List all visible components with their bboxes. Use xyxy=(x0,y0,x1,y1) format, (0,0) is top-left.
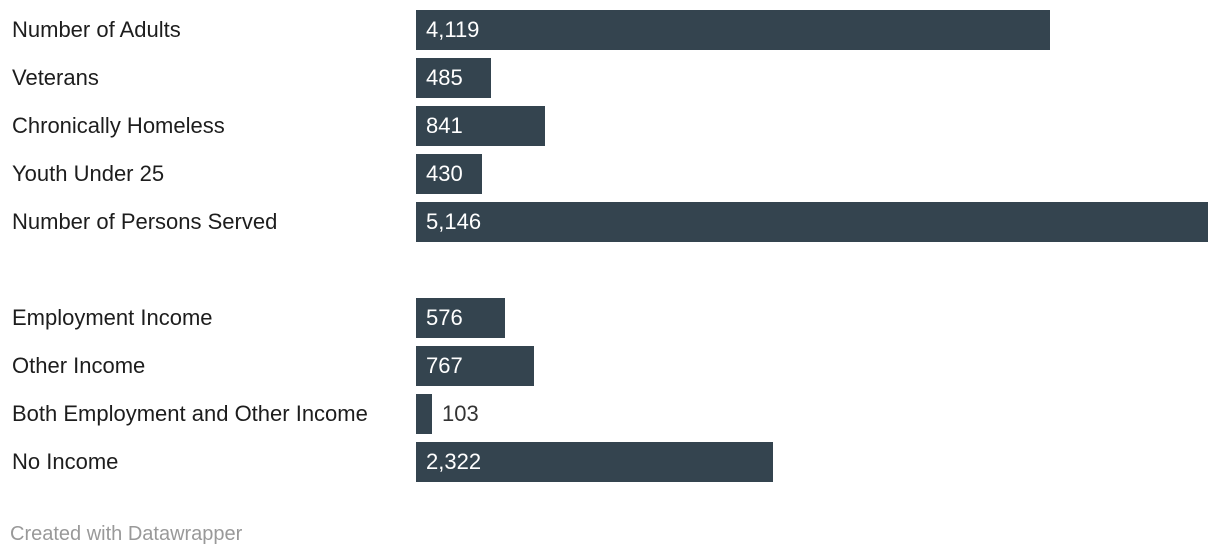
category-label: Number of Persons Served xyxy=(12,209,278,234)
bar xyxy=(416,298,505,338)
bar xyxy=(416,58,491,98)
value-label: 841 xyxy=(426,113,463,138)
bar-row: Youth Under 25 430 xyxy=(0,154,1220,194)
bar-row: Number of Persons Served 5,146 xyxy=(0,202,1220,242)
bar-row: Other Income 767 xyxy=(0,346,1220,386)
value-label: 5,146 xyxy=(426,209,482,234)
category-label: Both Employment and Other Income xyxy=(12,401,368,426)
bar-row: Number of Adults 4,119 xyxy=(0,10,1220,50)
bar xyxy=(416,154,482,194)
category-label: Other Income xyxy=(12,353,146,378)
value-label: 4,119 xyxy=(426,17,480,42)
category-label: Number of Adults xyxy=(12,17,181,42)
value-label: 2,322 xyxy=(426,449,482,474)
category-label: No Income xyxy=(12,449,119,474)
bar xyxy=(416,106,545,146)
bar-chart: Number of Adults 4,119 Veterans 485 Chronica… xyxy=(0,10,1220,482)
value-label: 767 xyxy=(426,353,463,378)
bar-row: Employment Income 576 xyxy=(0,298,1220,338)
category-label: Veterans xyxy=(12,65,99,90)
value-label: 103 xyxy=(442,401,479,426)
bar xyxy=(416,10,1050,50)
category-label: Youth Under 25 xyxy=(12,161,165,186)
bar xyxy=(416,202,1208,242)
datawrapper-credit: Created with Datawrapper xyxy=(10,523,243,545)
value-label: 485 xyxy=(426,65,463,90)
bar-row: No Income 2,322 xyxy=(0,442,1220,482)
bar-row: Chronically Homeless 841 xyxy=(0,106,1220,146)
category-label: Employment Income xyxy=(12,305,213,330)
bar xyxy=(416,394,432,434)
value-label: 576 xyxy=(426,305,463,330)
bar-row: Veterans 485 xyxy=(0,58,1220,98)
bar-row: Both Employment and Other Income 103 xyxy=(0,394,1220,434)
category-label: Chronically Homeless xyxy=(12,113,225,138)
bar xyxy=(416,442,773,482)
bar xyxy=(416,346,534,386)
value-label: 430 xyxy=(426,161,463,186)
